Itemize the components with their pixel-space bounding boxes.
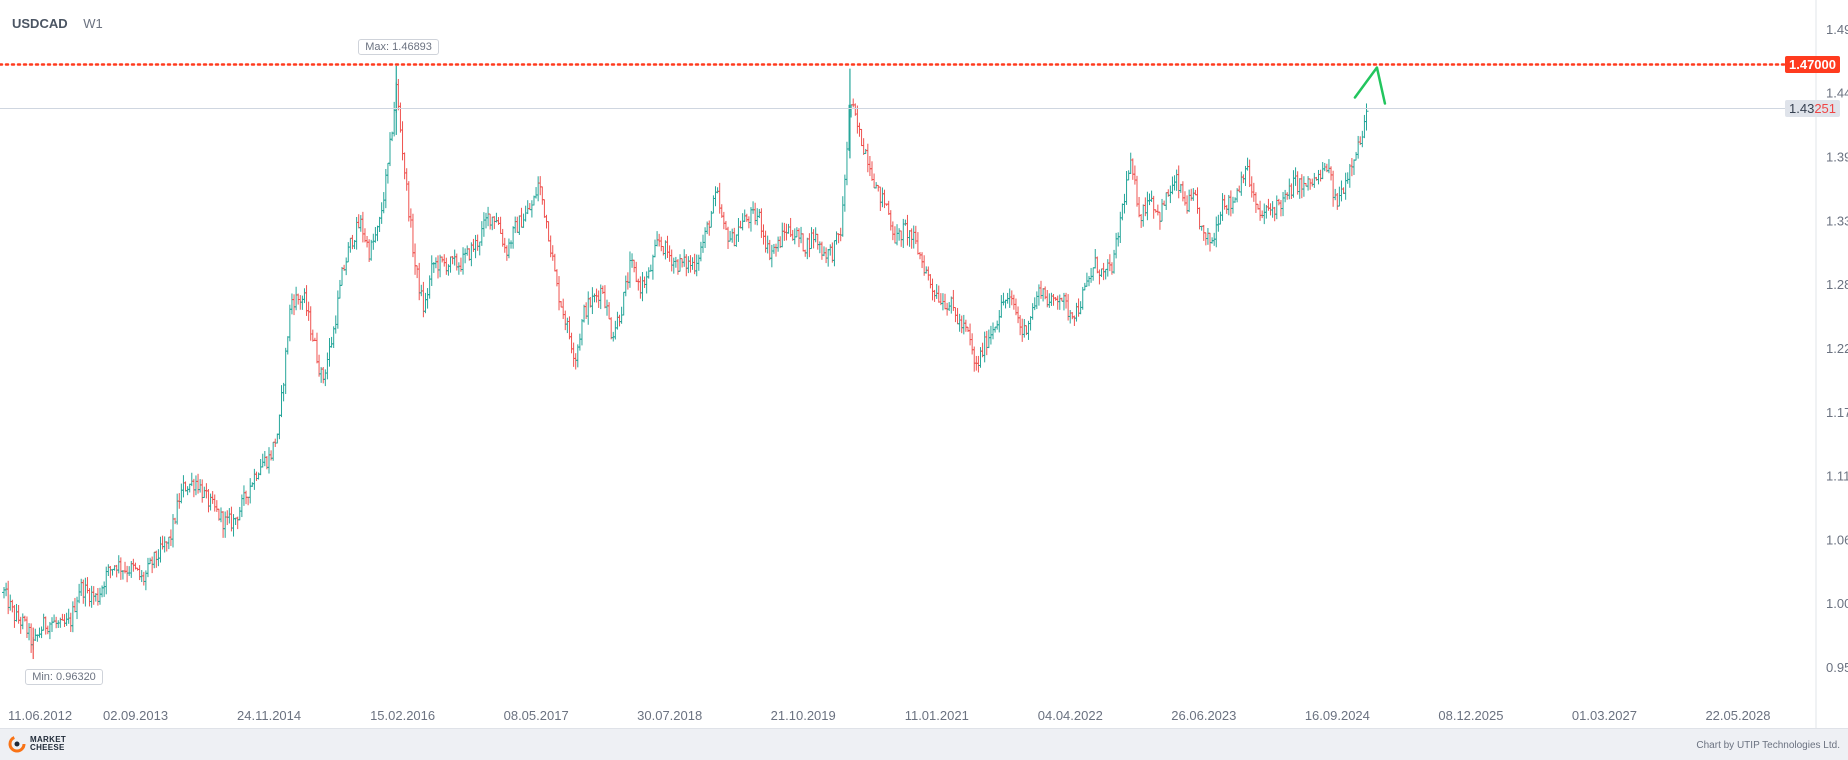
x-tick-label: 15.02.2016 [370, 708, 435, 723]
chart-credit: Chart by UTIP Technologies Ltd. [1696, 740, 1840, 751]
logo-icon [8, 735, 26, 753]
x-tick-label: 21.10.2019 [771, 708, 836, 723]
up-arrow-icon [1353, 66, 1387, 105]
y-tick-label: 1.22753 [1826, 341, 1848, 356]
target-price-badge: 1.47000 [1785, 55, 1840, 73]
brand-logo[interactable]: MARKET CHEESE [8, 735, 66, 753]
current-price-main: 1.43 [1789, 100, 1815, 116]
y-tick-label: 0.95555 [1826, 660, 1848, 675]
y-tick-label: 1.49952 [1826, 22, 1848, 37]
logo-text-line-2: CHEESE [30, 743, 65, 752]
y-tick-label: 1.00994 [1826, 596, 1848, 611]
x-tick-label: 30.07.2018 [637, 708, 702, 723]
x-tick-label: 02.09.2013 [103, 708, 168, 723]
x-tick-label: 11.01.2021 [905, 708, 969, 723]
y-tick-label: 1.17314 [1826, 405, 1848, 420]
x-tick-label: 01.03.2027 [1572, 708, 1637, 723]
x-tick-label: 11.06.2012 [8, 708, 72, 723]
symbol-label: USDCAD W1 [12, 16, 103, 31]
symbol-name: USDCAD [12, 16, 68, 31]
current-price-tail: 251 [1814, 100, 1837, 116]
timeframe-label: W1 [83, 16, 103, 31]
x-tick-label: 08.05.2017 [504, 708, 569, 723]
chart-area[interactable]: 1.49952 1.44513 1.39073 1.33633 1.28193 1.227… [0, 0, 1848, 728]
y-tick-label: 1.44513 [1826, 86, 1848, 101]
logo-text-line-1: MARKET [30, 735, 67, 744]
x-tick-label: 22.05.2028 [1705, 708, 1770, 723]
current-price-badge: 1.43251 [1785, 99, 1841, 117]
y-tick-label: 1.11874 [1826, 469, 1848, 484]
y-tick-label: 1.28193 [1826, 277, 1848, 292]
price-chart[interactable]: 1.49952 1.44513 1.39073 1.33633 1.28193 1.227… [0, 0, 1848, 728]
y-tick-label: 1.39073 [1826, 150, 1848, 165]
y-tick-label: 1.33633 [1826, 213, 1848, 228]
min-price-label: Min: 0.96320 [25, 669, 103, 686]
x-tick-label: 24.11.2014 [237, 708, 301, 723]
x-tick-label: 08.12.2025 [1438, 708, 1503, 723]
x-tick-label: 04.04.2022 [1038, 708, 1103, 723]
y-tick-label: 1.06434 [1826, 532, 1848, 547]
footer-bar: MARKET CHEESE Chart by UTIP Technologies… [0, 728, 1848, 760]
max-price-label: Max: 1.46893 [358, 38, 439, 55]
x-tick-label: 16.09.2024 [1305, 708, 1370, 723]
x-tick-label: 26.06.2023 [1171, 708, 1236, 723]
